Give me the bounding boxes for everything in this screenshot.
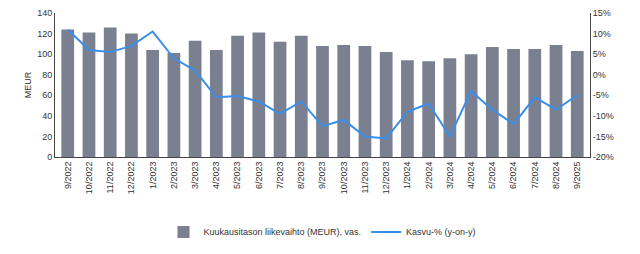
svg-text:6/2024: 6/2024 [508, 162, 518, 190]
svg-text:140: 140 [37, 8, 52, 18]
svg-text:3/2024: 3/2024 [445, 162, 455, 190]
svg-text:7/2024: 7/2024 [530, 162, 540, 190]
svg-text:11/2022: 11/2022 [105, 162, 115, 194]
svg-text:2/2024: 2/2024 [424, 162, 434, 190]
svg-text:Kuukausitason liikevaihto (MEU: Kuukausitason liikevaihto (MEUR), vas. [204, 227, 362, 237]
svg-text:120: 120 [37, 29, 52, 39]
svg-text:15%: 15% [593, 8, 611, 18]
svg-text:10/2023: 10/2023 [339, 162, 349, 195]
svg-text:8/2023: 8/2023 [296, 162, 306, 190]
svg-text:4/2024: 4/2024 [466, 162, 476, 190]
svg-text:4/2023: 4/2023 [211, 162, 221, 190]
svg-text:5%: 5% [593, 49, 606, 59]
svg-text:12/2022: 12/2022 [126, 162, 136, 195]
svg-text:2/2023: 2/2023 [169, 162, 179, 190]
svg-text:Kasvu-% (y-on-y): Kasvu-% (y-on-y) [406, 227, 476, 237]
svg-text:9/2022: 9/2022 [63, 162, 73, 190]
svg-text:100: 100 [37, 49, 52, 59]
svg-text:0: 0 [47, 152, 52, 162]
svg-text:60: 60 [42, 90, 52, 100]
svg-text:12/2023: 12/2023 [381, 162, 391, 195]
svg-text:-5%: -5% [593, 90, 609, 100]
svg-text:-15%: -15% [593, 132, 614, 142]
svg-text:1/2023: 1/2023 [148, 162, 158, 190]
svg-text:80: 80 [42, 70, 52, 80]
svg-text:5/2024: 5/2024 [487, 162, 497, 190]
svg-text:3/2023: 3/2023 [190, 162, 200, 190]
svg-text:40: 40 [42, 111, 52, 121]
svg-text:6/2023: 6/2023 [254, 162, 264, 190]
svg-text:1/2024: 1/2024 [402, 162, 412, 190]
svg-text:9/2023: 9/2023 [317, 162, 327, 190]
svg-text:7/2023: 7/2023 [275, 162, 285, 190]
svg-text:-10%: -10% [593, 111, 614, 121]
svg-text:0%: 0% [593, 70, 606, 80]
svg-text:10%: 10% [593, 29, 611, 39]
svg-text:20: 20 [42, 132, 52, 142]
svg-text:MEUR: MEUR [23, 71, 33, 98]
svg-text:-20%: -20% [593, 152, 614, 162]
svg-text:11/2023: 11/2023 [360, 162, 370, 194]
svg-text:10/2022: 10/2022 [84, 162, 94, 195]
svg-text:9/2025: 9/2025 [572, 162, 582, 190]
svg-text:5/2023: 5/2023 [233, 162, 243, 190]
svg-text:8/2024: 8/2024 [551, 162, 561, 190]
